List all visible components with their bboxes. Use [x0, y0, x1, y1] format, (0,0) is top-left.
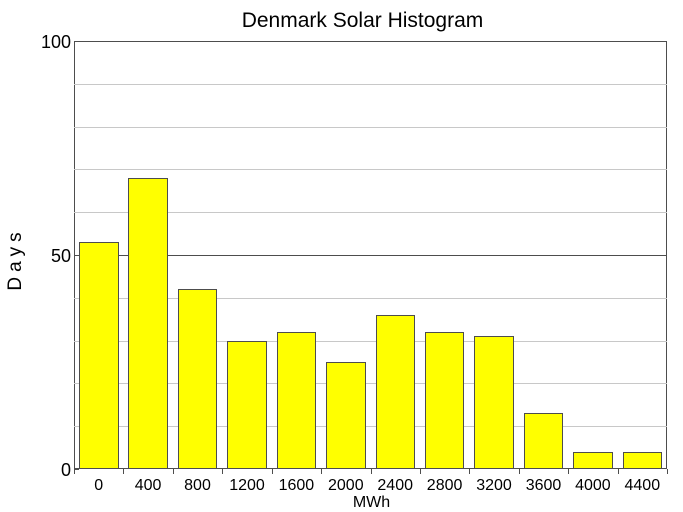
svg-text:Days: Days [5, 227, 26, 290]
